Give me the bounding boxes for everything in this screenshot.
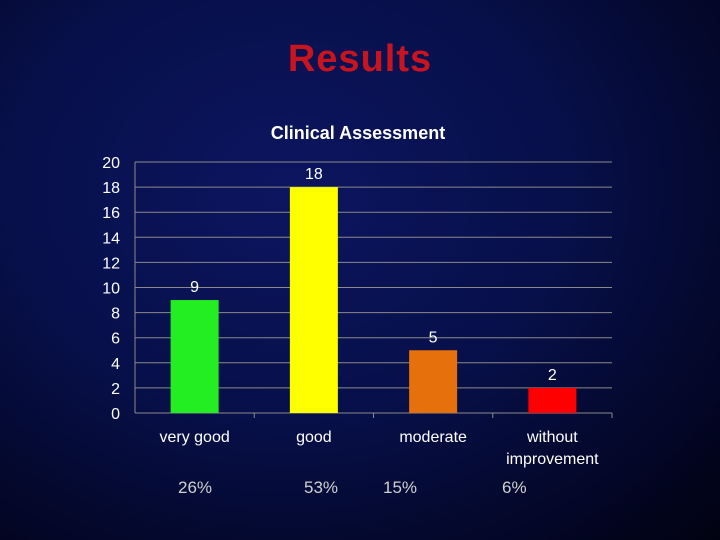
- y-axis-ticks: 0 2 4 6 8 10 12 14 16 18 20: [102, 155, 120, 423]
- percentage-without-improvement: 6%: [502, 478, 527, 497]
- bar-good: [289, 187, 338, 413]
- chart-title: Clinical Assessment: [271, 123, 445, 143]
- y-tick-label: 12: [102, 255, 120, 272]
- data-label: 9: [190, 279, 199, 296]
- x-axis-categories: very good good moderate without improvement: [159, 429, 599, 468]
- bars: [170, 187, 577, 413]
- percentage-good: 53%: [304, 478, 339, 497]
- percentage-very-good: 26%: [178, 478, 213, 497]
- y-tick-label: 20: [102, 155, 120, 172]
- y-tick-label: 0: [111, 406, 120, 423]
- data-labels: 9 18 5 2: [190, 166, 557, 384]
- y-tick-label: 16: [102, 205, 120, 222]
- data-label: 2: [548, 367, 557, 384]
- y-tick-label: 18: [102, 180, 120, 197]
- data-label: 18: [305, 166, 323, 183]
- bar-very-good: [170, 300, 219, 413]
- y-tick-label: 8: [111, 306, 120, 323]
- bar-without-improvement: [528, 387, 577, 413]
- x-category-label: without: [526, 429, 578, 446]
- bar-moderate: [409, 350, 458, 413]
- data-label: 5: [429, 329, 438, 346]
- x-category-label: improvement: [506, 451, 599, 468]
- y-tick-label: 4: [111, 356, 120, 373]
- y-tick-label: 10: [102, 281, 120, 298]
- percentage-moderate: 15%: [383, 478, 418, 497]
- slide-title: Results: [287, 38, 433, 80]
- x-category-label: very good: [159, 429, 229, 446]
- x-category-label: moderate: [399, 429, 467, 446]
- x-category-label: good: [296, 429, 332, 446]
- y-tick-label: 2: [111, 381, 120, 398]
- y-tick-label: 6: [111, 331, 120, 348]
- y-tick-label: 14: [102, 230, 120, 247]
